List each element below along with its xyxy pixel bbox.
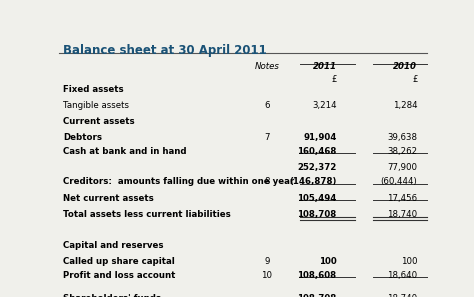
Text: 1,284: 1,284 [393,101,418,110]
Text: 10: 10 [261,271,272,280]
Text: 9: 9 [264,257,270,266]
Text: Total assets less current liabilities: Total assets less current liabilities [63,210,231,219]
Text: 8: 8 [264,177,270,186]
Text: 108,608: 108,608 [298,271,337,280]
Text: Tangible assets: Tangible assets [63,101,129,110]
Text: 18,740: 18,740 [387,294,418,297]
Text: 77,900: 77,900 [387,163,418,173]
Text: 160,468: 160,468 [297,147,337,156]
Text: 6: 6 [264,101,270,110]
Text: 91,904: 91,904 [303,133,337,142]
Text: 7: 7 [264,133,270,142]
Text: Profit and loss account: Profit and loss account [63,271,175,280]
Text: 108,708: 108,708 [297,210,337,219]
Text: 17,456: 17,456 [387,194,418,203]
Text: £: £ [331,75,337,83]
Text: 39,638: 39,638 [387,133,418,142]
Text: Debtors: Debtors [63,133,102,142]
Text: Creditors:  amounts falling due within one year: Creditors: amounts falling due within on… [63,177,294,186]
Text: Capital and reserves: Capital and reserves [63,241,164,249]
Text: 3,214: 3,214 [312,101,337,110]
Text: 108,708: 108,708 [297,294,337,297]
Text: 100: 100 [319,257,337,266]
Text: 2010: 2010 [393,62,418,71]
Text: 105,494: 105,494 [297,194,337,203]
Text: Shareholders' funds: Shareholders' funds [63,294,161,297]
Text: 100: 100 [401,257,418,266]
Text: Notes: Notes [255,62,279,71]
Text: 2011: 2011 [312,62,337,71]
Text: £: £ [412,75,418,83]
Text: 252,372: 252,372 [297,163,337,173]
Text: (146,878): (146,878) [289,177,337,186]
Text: Net current assets: Net current assets [63,194,154,203]
Text: 18,740: 18,740 [387,210,418,219]
Text: (60,444): (60,444) [381,177,418,186]
Text: 18,640: 18,640 [387,271,418,280]
Text: Current assets: Current assets [63,117,135,126]
Text: Cash at bank and in hand: Cash at bank and in hand [63,147,186,156]
Text: Balance sheet at 30 April 2011: Balance sheet at 30 April 2011 [63,44,267,57]
Text: Fixed assets: Fixed assets [63,85,124,94]
Text: 38,262: 38,262 [387,147,418,156]
Text: Called up share capital: Called up share capital [63,257,175,266]
